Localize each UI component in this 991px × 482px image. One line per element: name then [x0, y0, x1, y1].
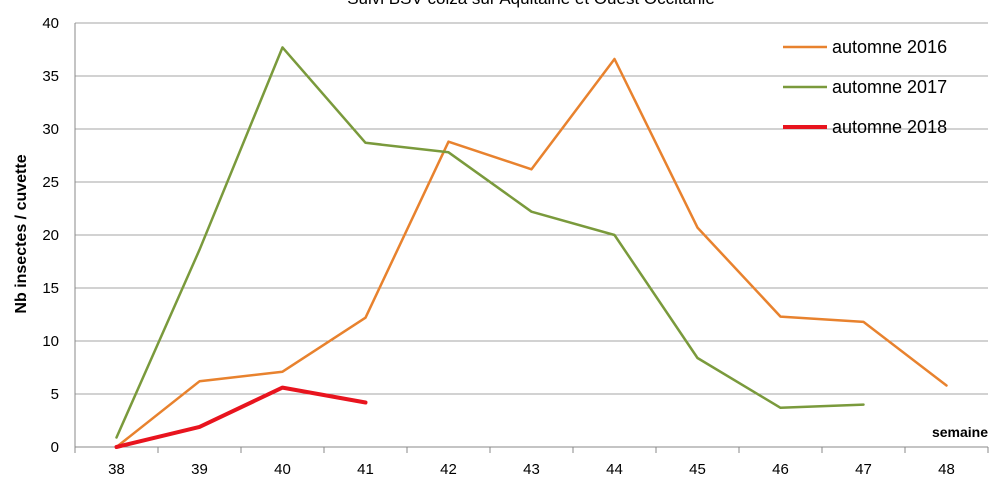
legend-label: automne 2016	[832, 37, 947, 57]
legend-label: automne 2018	[832, 117, 947, 137]
series-line-automne-2018	[114, 385, 368, 449]
x-tick-label: 45	[689, 461, 706, 478]
series-lines	[114, 46, 948, 449]
y-tick-label: 15	[42, 280, 59, 297]
x-tick-label: 41	[357, 461, 374, 478]
y-tick-label: 10	[42, 333, 59, 350]
y-axis-title: Nb insectes / cuvette	[13, 154, 30, 313]
x-tick-label: 47	[855, 461, 872, 478]
x-tick-label: 39	[191, 461, 208, 478]
x-tick-label: 43	[523, 461, 540, 478]
y-tick-label: 35	[42, 68, 59, 85]
x-tick-label: 46	[772, 461, 789, 478]
legend: automne 2016 automne 2017 automne 2018	[783, 37, 947, 137]
y-tick-label: 20	[42, 227, 59, 244]
y-tick-label: 0	[51, 439, 59, 456]
y-tick-label: 25	[42, 174, 59, 191]
y-tick-label: 40	[42, 15, 59, 32]
series-line-automne-2017	[115, 46, 865, 439]
x-tick-label: 40	[274, 461, 291, 478]
x-tick-label: 48	[938, 461, 955, 478]
x-tick-label: 42	[440, 461, 457, 478]
chart-title: Suivi BSV colza sur Aquitaine et Ouest O…	[347, 0, 715, 8]
series-line-automne-2016	[115, 57, 948, 449]
x-tick-label: 38	[108, 461, 125, 478]
y-tick-label: 30	[42, 121, 59, 138]
y-axis-ticks: 0 5 10 15 20 25 30 35 40	[42, 15, 59, 456]
y-tick-label: 5	[51, 386, 59, 403]
legend-label: automne 2017	[832, 77, 947, 97]
x-axis-ticks: 38 39 40 41 42 43 44 45 46 47 48	[74, 447, 989, 478]
x-axis-title: semaine	[932, 424, 988, 440]
x-tick-label: 44	[606, 461, 623, 478]
